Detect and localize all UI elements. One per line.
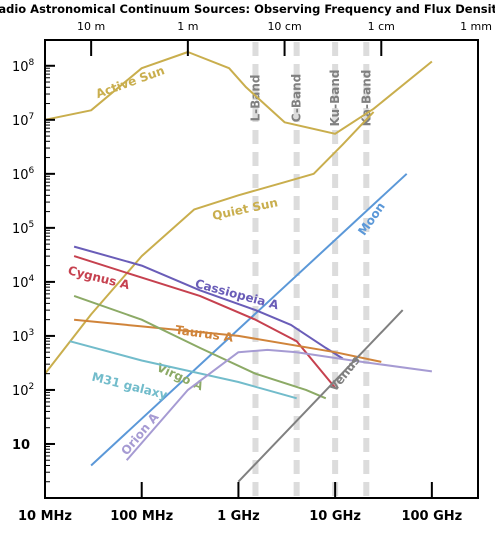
series-line-taurus-a bbox=[74, 318, 382, 363]
series-label-cassiopeia-a: Cassiopeia A bbox=[194, 276, 281, 312]
axes: 10 MHz 100 MHz 1 GHz 10 GHz 100 GHz 10 m 1 m 10… bbox=[12, 20, 492, 524]
series-line-moon bbox=[90, 173, 408, 467]
series-line-active-sun bbox=[44, 51, 433, 135]
series-line-cassiopeia-a bbox=[73, 245, 344, 360]
top-tick-label: 10 cm bbox=[267, 20, 301, 33]
top-tick-label: 1 cm bbox=[368, 20, 395, 33]
y-tick-label: 104 bbox=[12, 274, 35, 291]
y-tick-label: 108 bbox=[12, 58, 35, 75]
y-tick-label: 103 bbox=[12, 328, 34, 345]
y-tick-label: 106 bbox=[12, 166, 35, 183]
series-label-taurus-a: Taurus A bbox=[174, 323, 234, 345]
top-tick-label: 1 m bbox=[177, 20, 198, 33]
series-label-m31-galaxy: M31 galaxy bbox=[90, 370, 169, 402]
data-series: Active Sun Quiet Sun Moon Cassiopeia A Cygnu… bbox=[44, 51, 433, 483]
frequency-bands: L-Band C-Band Ku-Band Ka-Band bbox=[248, 42, 373, 496]
y-tick-label: 107 bbox=[12, 112, 34, 129]
x-tick-label: 100 MHz bbox=[110, 509, 173, 524]
series-line-orion-a bbox=[125, 348, 433, 461]
band-label-ku-band: Ku-Band bbox=[328, 70, 342, 127]
y-tick-label: 10 bbox=[12, 438, 30, 453]
y-tick-label: 105 bbox=[12, 220, 34, 237]
y-tick-label: 102 bbox=[12, 382, 34, 399]
series-line-venus bbox=[237, 309, 404, 483]
band-label-c-band: C-Band bbox=[290, 74, 304, 122]
series-label-quiet-sun: Quiet Sun bbox=[211, 195, 279, 223]
top-tick-label: 1 mm bbox=[460, 20, 492, 33]
series-label-moon: Moon bbox=[355, 200, 388, 238]
x-tick-label: 1 GHz bbox=[217, 509, 260, 524]
plot-frame bbox=[44, 39, 479, 499]
x-tick-label: 100 GHz bbox=[401, 509, 462, 524]
series-line-quiet-sun bbox=[44, 111, 375, 375]
chart-title: Radio Astronomical Continuum Sources: Ob… bbox=[0, 2, 495, 16]
series-label-active-sun: Active Sun bbox=[94, 63, 167, 101]
top-tick-label: 10 m bbox=[77, 20, 105, 33]
x-tick-label: 10 MHz bbox=[18, 509, 72, 524]
series-line-m31-galaxy bbox=[69, 340, 297, 400]
series-line-cygnus-a bbox=[73, 255, 336, 389]
x-tick-label: 10 GHz bbox=[309, 509, 361, 524]
series-label-cygnus-a: Cygnus A bbox=[67, 263, 132, 292]
band-label-l-band: L-Band bbox=[248, 74, 262, 121]
